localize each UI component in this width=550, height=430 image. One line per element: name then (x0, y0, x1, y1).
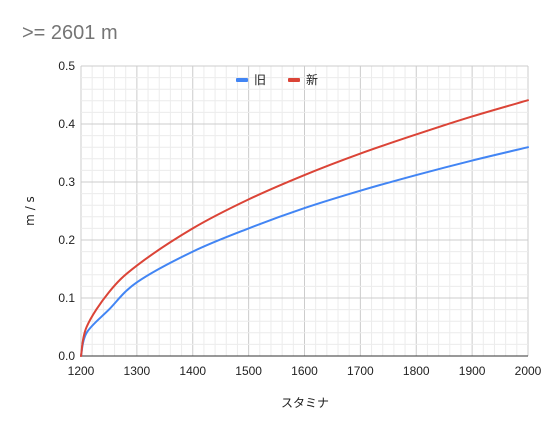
series-line-0 (80, 146, 529, 357)
y-tick-label: 0.5 (58, 59, 75, 73)
x-tick-label: 1800 (403, 364, 430, 378)
y-tick-label: 0.3 (58, 175, 75, 189)
x-tick-label: 1400 (179, 364, 206, 378)
legend-swatch-0 (236, 78, 248, 82)
grid (80, 65, 529, 357)
legend-label-0: 旧 (254, 73, 266, 87)
x-tick-label: 1200 (68, 364, 95, 378)
series-line-1 (80, 99, 529, 357)
chart-title: >= 2601 m (22, 22, 118, 44)
legend-swatch-1 (288, 78, 300, 82)
x-axis-label: スタミナ (281, 396, 329, 410)
legend-label-1: 新 (306, 72, 318, 87)
y-tick-label: 0.4 (58, 117, 75, 131)
legend: 旧新 (236, 72, 318, 87)
y-tick-label: 0.2 (58, 233, 75, 247)
x-tick-label: 1500 (235, 364, 262, 378)
x-axis-ticks: 1200 1300 1400 1500 1600 1700 1800 1900 2000 (68, 364, 542, 378)
y-tick-label: 0.0 (58, 349, 75, 363)
x-tick-label: 1700 (347, 364, 374, 378)
y-axis-ticks: 0.0 0.1 0.2 0.3 0.4 0.5 (58, 59, 75, 363)
x-tick-label: 1300 (124, 364, 151, 378)
x-tick-label: 1600 (291, 364, 318, 378)
series-lines (80, 99, 529, 357)
x-tick-label: 2000 (515, 364, 542, 378)
x-tick-label: 1900 (459, 364, 486, 378)
y-tick-label: 0.1 (58, 291, 75, 305)
y-axis-label: m / s (23, 196, 37, 226)
